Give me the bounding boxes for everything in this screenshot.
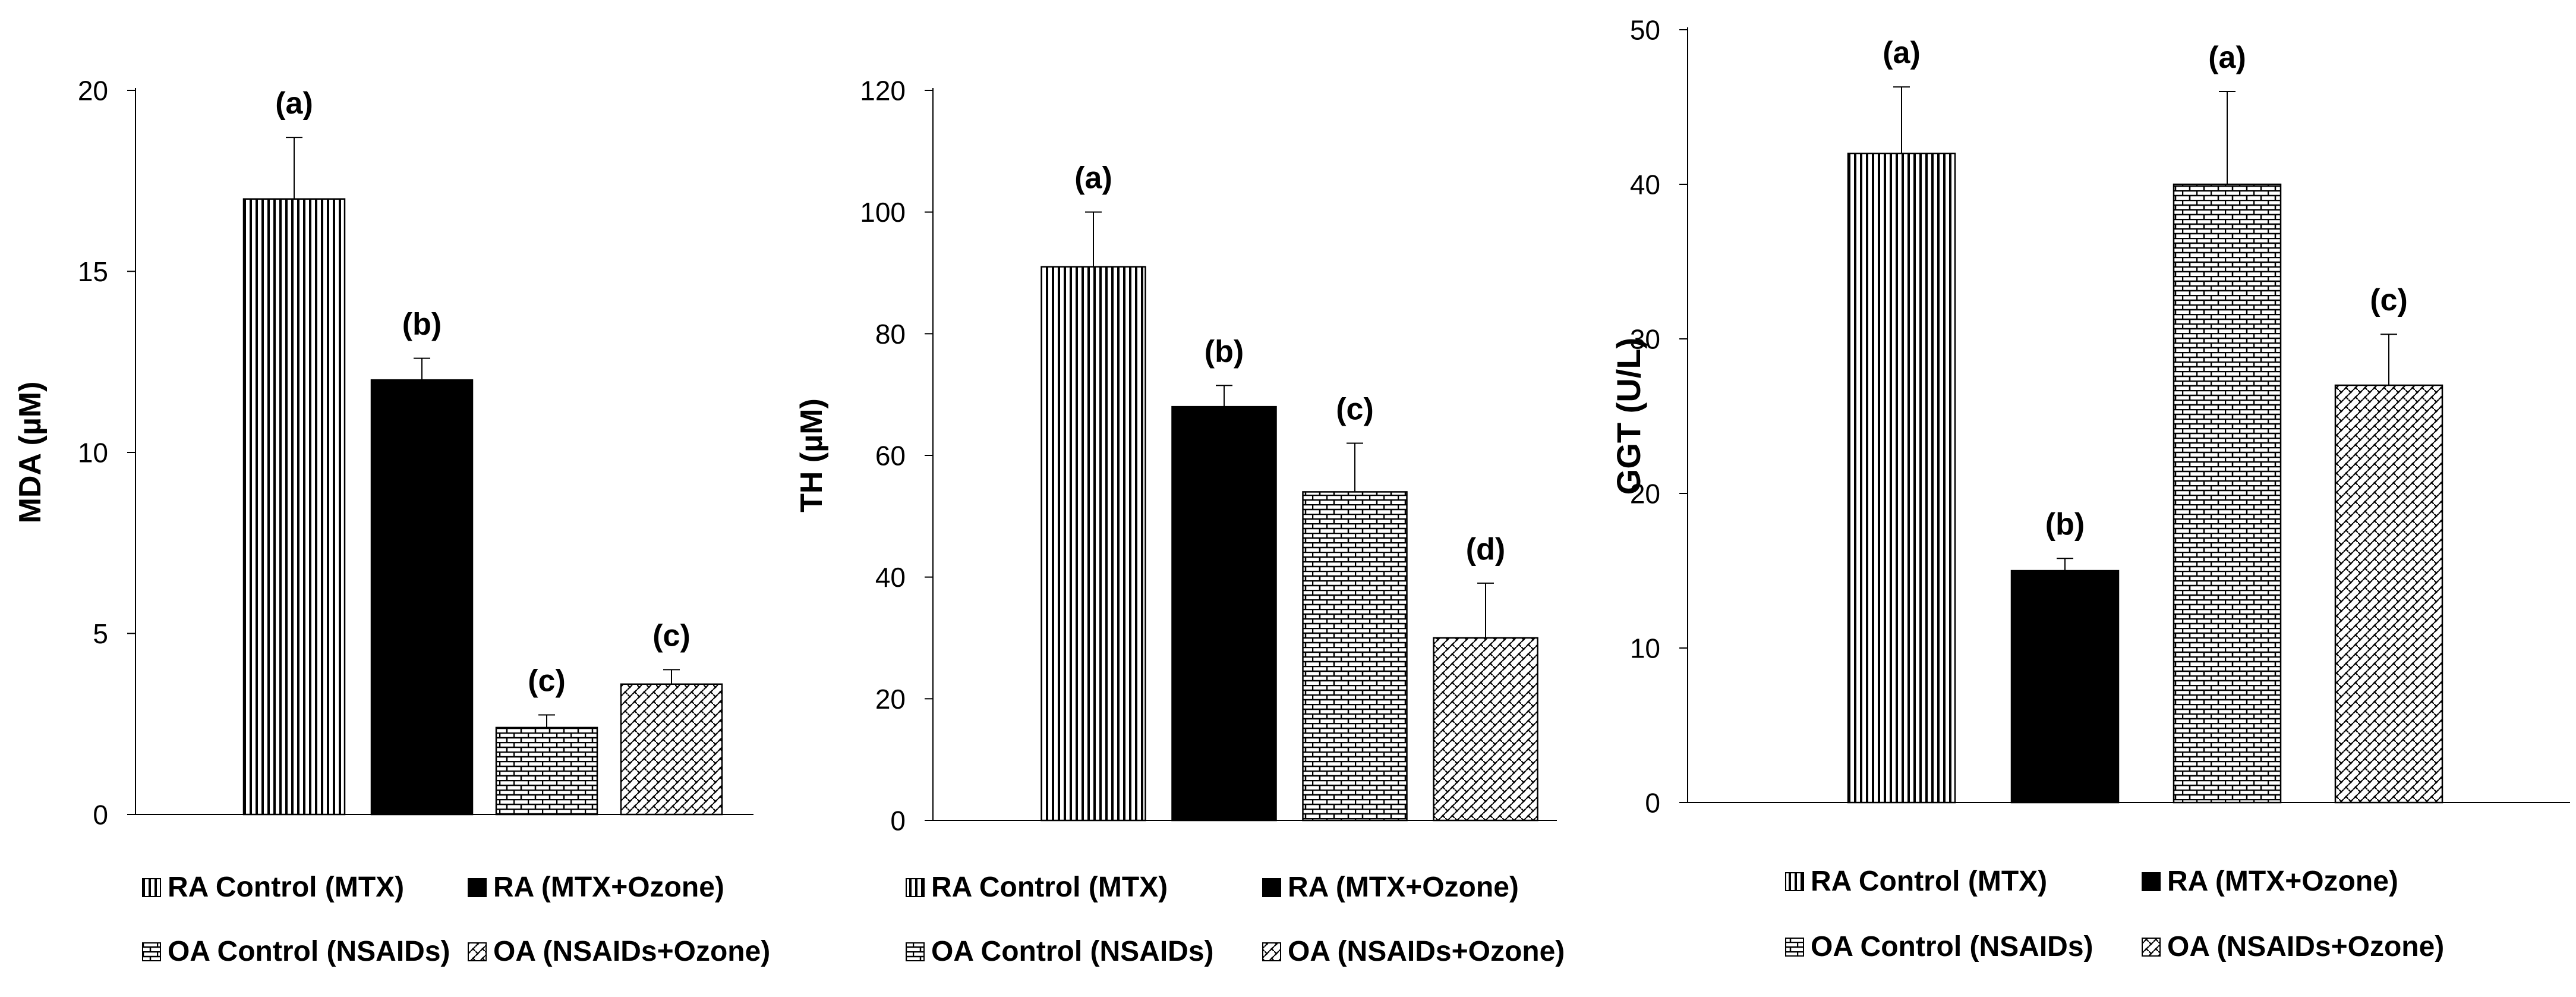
legend-swatch (142, 878, 161, 897)
bar (2010, 570, 2120, 804)
significance-label: (d) (1466, 532, 1505, 567)
significance-label: (c) (652, 618, 690, 653)
y-tick-label: 10 (1630, 633, 1660, 664)
legend-swatch (1262, 878, 1281, 897)
y-tick-label: 80 (875, 319, 906, 350)
y-tick-label: 0 (890, 806, 906, 836)
y-tick-label: 0 (93, 800, 108, 831)
legend-label: RA Control (MTX) (168, 872, 404, 903)
legend-label: RA (MTX+Ozone) (493, 872, 724, 903)
bar (1847, 152, 1956, 804)
bar (2173, 183, 2282, 804)
legend-swatch (2142, 938, 2161, 957)
y-tick-label: 0 (1645, 788, 1660, 819)
legend-label: OA (NSAIDs+Ozone) (2167, 931, 2444, 963)
legend-swatch (1785, 872, 1804, 891)
significance-label: (b) (402, 307, 442, 342)
legend-swatch (142, 942, 161, 961)
legend-swatch (1262, 942, 1281, 961)
significance-label: (c) (2370, 283, 2408, 317)
significance-label: (a) (1074, 161, 1112, 196)
legend-swatch (468, 878, 487, 897)
y-axis-label: GGT (U/L) (1610, 338, 1647, 495)
y-tick-label: 50 (1630, 15, 1660, 46)
bar (1433, 637, 1538, 822)
y-tick-label: 20 (1630, 479, 1660, 509)
significance-label: (b) (1205, 334, 1244, 369)
legend-swatch (906, 942, 925, 961)
legend-label: RA Control (MTX) (931, 872, 1168, 903)
legend-label: RA (MTX+Ozone) (2167, 866, 2398, 897)
significance-label: (a) (1883, 36, 1921, 70)
legend-swatch (2142, 872, 2161, 891)
y-tick-label: 20 (78, 76, 108, 106)
legend-label: OA Control (NSAIDs) (931, 936, 1214, 967)
significance-label: (a) (2208, 40, 2246, 75)
chart-panel-1: 0 5 10 15 20 MDA (µM) (a) (b) (c) (c) RA Control (… (13, 76, 770, 967)
bar (1171, 405, 1277, 822)
y-tick-label: 30 (1630, 324, 1660, 355)
y-tick-label: 40 (1630, 169, 1660, 200)
y-tick-label: 40 (875, 562, 906, 593)
legend-swatch (906, 878, 925, 897)
y-tick-label: 15 (78, 256, 108, 287)
significance-label: (c) (528, 664, 566, 699)
significance-label: (a) (275, 86, 313, 121)
bar (620, 683, 723, 816)
bar (1302, 491, 1408, 822)
legend-label: RA Control (MTX) (1811, 866, 2047, 897)
legend-label: OA (NSAIDs+Ozone) (1288, 936, 1565, 967)
legend-label: OA Control (NSAIDs) (1811, 931, 2093, 963)
y-axis-label: MDA (µM) (13, 382, 48, 524)
y-tick-label: 120 (860, 76, 906, 106)
bar (1041, 266, 1146, 822)
y-tick-label: 20 (875, 684, 906, 715)
legend-label: OA (NSAIDs+Ozone) (493, 936, 770, 967)
legend-swatch (1785, 938, 1804, 957)
bar (242, 198, 346, 816)
significance-label: (c) (1336, 392, 1374, 427)
bar (495, 726, 598, 816)
y-tick-label: 10 (78, 438, 108, 468)
significance-label: (b) (2045, 507, 2085, 542)
y-tick-label: 100 (860, 197, 906, 228)
y-tick-label: 60 (875, 441, 906, 471)
legend-swatch (468, 942, 487, 961)
y-axis-label: TH (µM) (794, 398, 829, 512)
legend-label: OA Control (NSAIDs) (168, 936, 450, 967)
chart-panel-3: 0 10 20 30 40 50 GGT (U/L) (a) (b) (a) (c) RA Contr… (1610, 15, 2570, 963)
chart-panel-2: 0 20 40 60 80 100 120 TH (µM) (a) (b) (c) (d) RA Con… (794, 76, 1565, 967)
legend-label: RA (MTX+Ozone) (1288, 872, 1519, 903)
bar (370, 379, 474, 816)
y-tick-label: 5 (93, 618, 108, 649)
bar (2334, 384, 2443, 804)
